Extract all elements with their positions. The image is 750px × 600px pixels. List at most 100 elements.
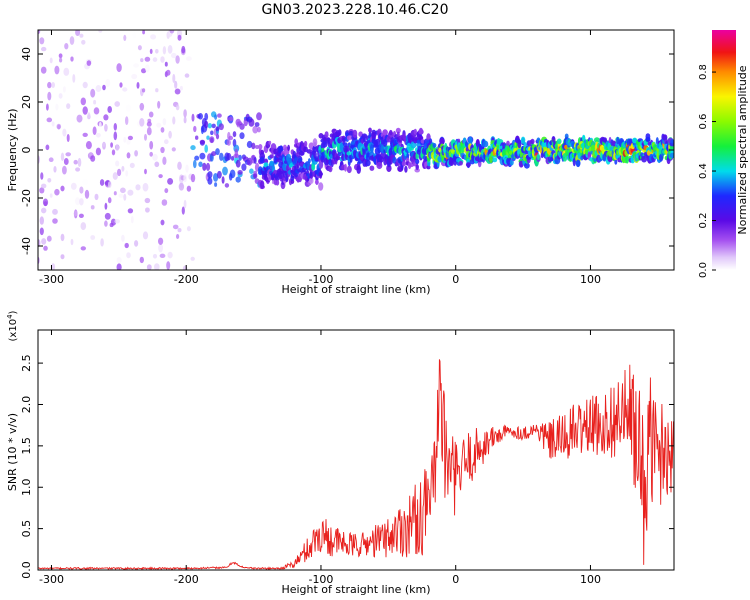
heatmap-cell [150,34,157,40]
heatmap-cell [73,159,78,165]
heatmap-cell [582,134,586,142]
heatmap-region-0 [38,30,195,270]
heatmap-cell [253,157,257,164]
heatmap-cell [117,168,122,177]
heatmap-cell [41,207,47,214]
heatmap-cell [90,205,95,210]
heatmap-cell [614,158,618,165]
heatmap-cell [146,127,152,136]
heatmap-cell [338,129,342,136]
heatmap-cell [287,144,290,151]
heatmap-cell [167,45,173,54]
heatmap-cell [126,139,131,145]
heatmap-cell [152,253,158,259]
heatmap-cell [413,128,417,135]
heatmap-cell [214,182,218,187]
heatmap-cell [258,144,263,150]
heatmap-cell [195,135,199,140]
heatmap-cell [204,120,209,129]
x-tick-label: 0 [452,273,459,286]
heatmap-cell [95,85,102,92]
heatmap-cell [39,187,45,194]
heatmap-cell [73,210,78,217]
heatmap-cell [40,172,44,180]
heatmap-cell [103,114,109,121]
heatmap-cell [63,67,70,76]
heatmap-cell [269,154,274,159]
heatmap-cell [361,133,368,139]
colorbar-tick-label: 0.4 [698,163,709,179]
heatmap-cell [268,140,272,145]
x-tick-label: -200 [174,273,199,286]
heatmap-cell [46,103,49,111]
heatmap-cell [177,228,182,233]
heatmap-cell [132,32,136,39]
heatmap-cell [81,39,86,45]
heatmap-cell [114,219,120,224]
multiplier-base: (x10 [8,319,19,342]
heatmap-cell [669,152,674,159]
heatmap-cell [136,82,140,89]
heatmap-cell [93,99,97,105]
multiplier-close: ) [8,310,19,314]
heatmap-cell [458,160,463,166]
spectrogram-x-ticks: -300 -200 -100 0 100 [39,30,601,286]
heatmap-cell [492,157,498,163]
heatmap-cell [116,263,122,270]
colorbar: 0.0 0.2 0.4 0.6 0.8 Normalized spectral ampl… [698,30,749,278]
heatmap-cell [125,116,129,125]
heatmap-cell [190,173,196,183]
heatmap-cell [80,246,87,251]
heatmap-cell [96,133,101,138]
heatmap-cell [179,85,183,91]
heatmap-cell [218,123,224,131]
x-tick-label: 100 [580,273,601,286]
heatmap-cell [41,238,47,245]
heatmap-cell [158,174,163,179]
heatmap-cell [110,142,113,148]
heatmap-cell [52,208,58,215]
heatmap-cell [206,135,210,140]
heatmap-cell [346,165,352,174]
heatmap-cell [256,112,262,121]
heatmap-cell [482,140,489,148]
heatmap-cell [219,152,224,161]
heatmap-cell [104,202,108,210]
heatmap-cell [670,139,674,144]
heatmap-cell [125,104,132,112]
heatmap-cell [75,167,81,172]
heatmap-cell [186,226,191,232]
heatmap-cell [123,193,127,201]
heatmap-cell [246,140,253,149]
x-tick-label: 100 [580,573,601,586]
heatmap-cell [324,131,329,138]
snr-frame [37,329,675,571]
heatmap-cell [176,234,180,239]
heatmap-cell [107,106,112,113]
heatmap-cell [51,82,55,88]
heatmap-cell [520,136,526,144]
heatmap-cell [185,164,189,173]
heatmap-cell [93,107,100,115]
heatmap-cell [54,65,60,75]
heatmap-cell [131,73,138,80]
heatmap-cell [184,73,190,78]
heatmap-cell [371,131,377,138]
heatmap-cell [346,135,352,141]
heatmap-cell [183,116,187,124]
heatmap-cell [46,117,53,123]
heatmap-cell [238,154,242,161]
heatmap-cell [183,174,187,183]
heatmap-cell [181,206,185,215]
heatmap-cell [164,61,168,67]
heatmap-cell [112,172,118,180]
heatmap-cell [449,156,454,166]
y-tick-label: 40 [20,47,33,61]
heatmap-cell [60,152,65,161]
heatmap-cell [311,163,316,171]
heatmap-cell [645,136,651,142]
heatmap-cell [346,151,353,156]
heatmap-cell [278,170,284,180]
heatmap-cell [318,171,324,177]
